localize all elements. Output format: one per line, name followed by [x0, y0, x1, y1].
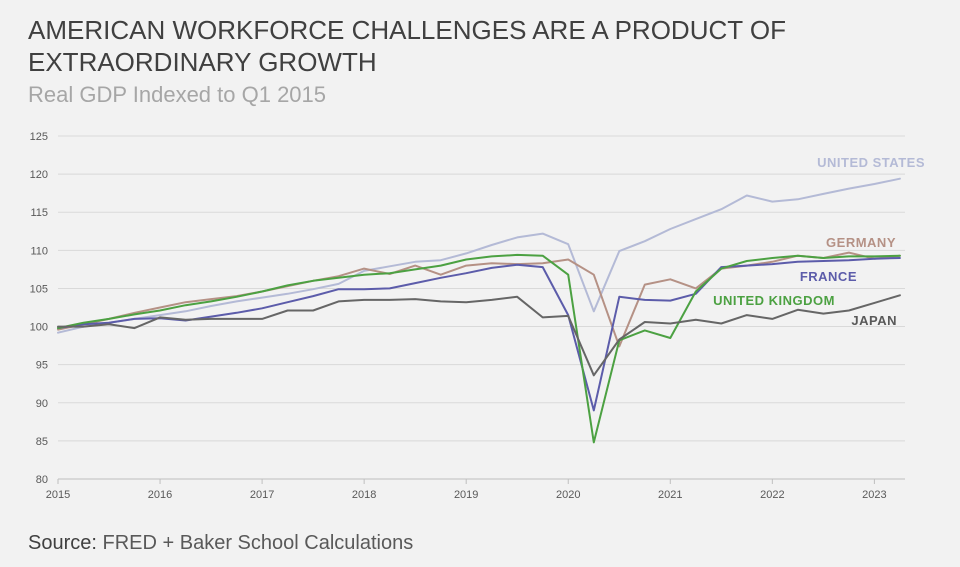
x-tick-label: 2020 [556, 489, 580, 501]
series-line-germany [57, 251, 901, 348]
series-line-france [57, 257, 901, 412]
series-line-united-states [57, 177, 901, 334]
x-tick-label: 2015 [46, 489, 70, 501]
x-axis: 2015 2016 2017 2018 2019 2020 2021 2022 2023 [46, 479, 887, 501]
y-tick-label: 80 [36, 474, 48, 486]
y-tick-label: 85 [36, 436, 48, 448]
y-tick-label: 110 [30, 245, 48, 257]
x-tick-label: 2016 [148, 489, 172, 501]
series-lines [57, 177, 901, 444]
label-france: FRANCE [800, 269, 857, 284]
x-tick-label: 2022 [760, 489, 784, 501]
label-japan: JAPAN [851, 313, 897, 328]
x-tick-label: 2017 [250, 489, 274, 501]
y-tick-label: 125 [30, 131, 48, 143]
y-tick-label: 115 [30, 207, 48, 219]
x-tick-label: 2018 [352, 489, 376, 501]
series-labels: UNITED STATES GERMANY FRANCE UNITED KING… [713, 155, 925, 328]
x-tick-label: 2023 [862, 489, 886, 501]
y-tick-label: 105 [30, 283, 48, 295]
series-line-japan [57, 294, 901, 377]
label-united-kingdom: UNITED KINGDOM [713, 293, 835, 308]
series-line-united-kingdom [57, 253, 901, 444]
label-germany: GERMANY [826, 235, 896, 250]
gridlines [58, 135, 905, 480]
source-lead: Source: [28, 532, 97, 554]
y-tick-label: 100 [30, 322, 48, 334]
x-tick-label: 2019 [454, 489, 478, 501]
x-tick-label: 2021 [658, 489, 682, 501]
source-text: FRED + Baker School Calculations [102, 532, 414, 554]
y-tick-label: 95 [36, 360, 48, 372]
y-tick-label: 120 [30, 169, 48, 181]
label-united-states: UNITED STATES [817, 155, 925, 170]
source-note: Source: FRED + Baker School Calculations [28, 532, 413, 555]
y-tick-label: 90 [36, 398, 48, 410]
chart-title: AMERICAN WORKFORCE CHALLENGES ARE A PROD… [28, 15, 786, 77]
y-axis: 80 85 90 95 100 105 110 115 120 125 [30, 131, 48, 486]
chart-subtitle: Real GDP Indexed to Q1 2015 [28, 82, 327, 107]
